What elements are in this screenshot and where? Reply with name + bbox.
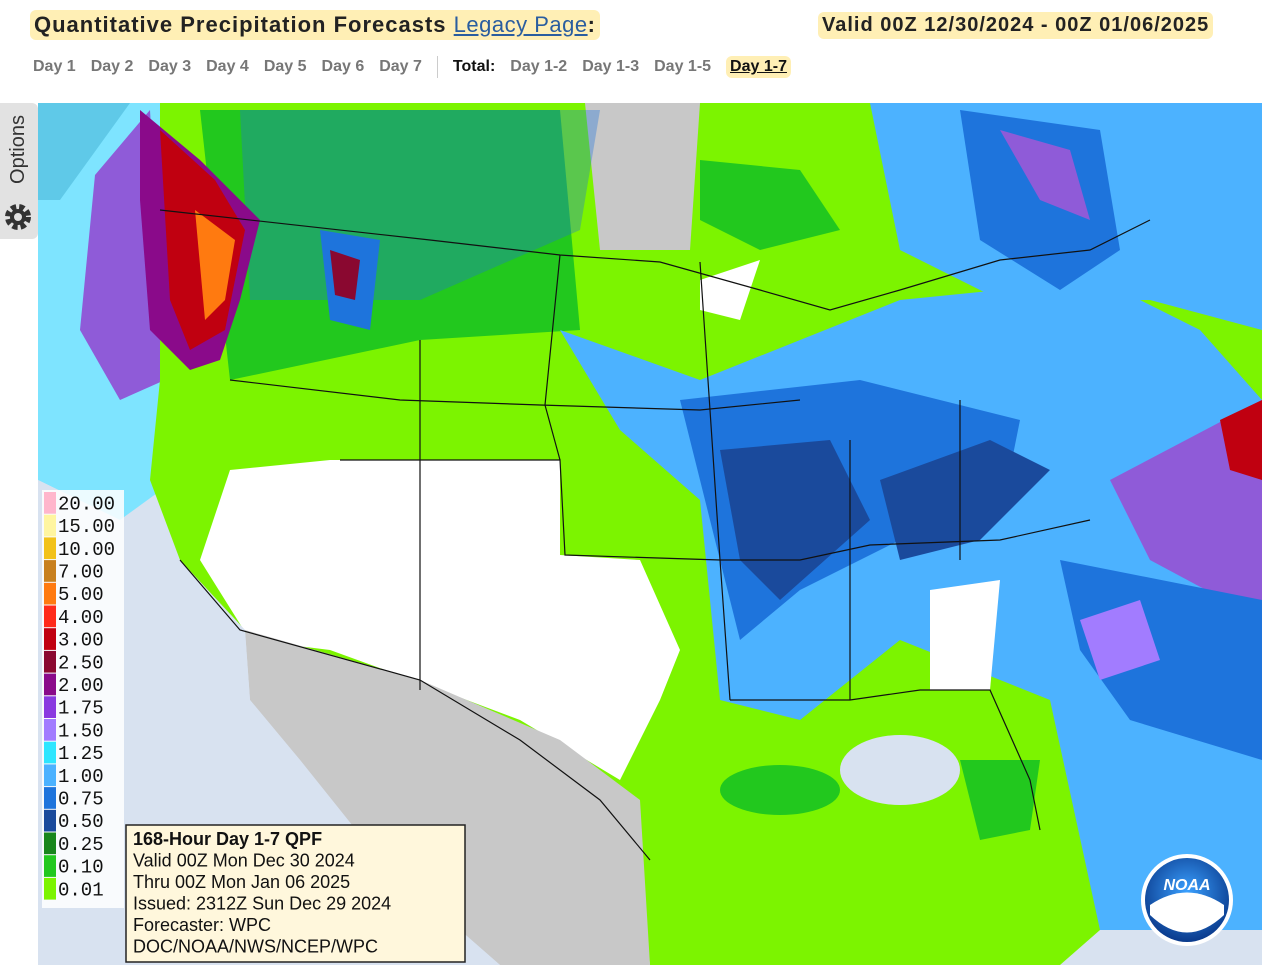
tab-separator <box>436 56 438 78</box>
tab-bar: Day 1 Day 2 Day 3 Day 4 Day 5 Day 6 Day 7 Total… <box>33 56 806 78</box>
colon: : <box>587 12 596 37</box>
day-tab[interactable]: Day 7 <box>379 58 422 75</box>
header: Quantitative Precipitation Forecasts Leg… <box>30 10 600 40</box>
gear-icon <box>5 204 31 230</box>
total-tab[interactable]: Day 1-5 <box>654 58 712 75</box>
total-tab[interactable]: Day 1-2 <box>510 58 568 75</box>
options-label: Options <box>7 115 29 184</box>
day-tab[interactable]: Day 2 <box>90 58 134 75</box>
options-tab[interactable]: Options <box>0 103 38 239</box>
total-label: Total: <box>452 58 496 75</box>
day-tab[interactable]: Day 5 <box>263 58 307 75</box>
total-tab[interactable]: Day 1-3 <box>582 58 640 75</box>
day-tab[interactable]: Day 6 <box>321 58 365 75</box>
valid-period: Valid 00Z 12/30/2024 - 00Z 01/06/2025 <box>818 12 1214 39</box>
day-tab[interactable]: Day 3 <box>148 58 192 75</box>
page-title: Quantitative Precipitation Forecasts <box>34 12 447 37</box>
day-tab[interactable]: Day 4 <box>206 58 249 75</box>
total-tab[interactable]: Day 1-7 <box>726 56 791 78</box>
legacy-link[interactable]: Legacy Page <box>453 12 588 37</box>
qpf-map <box>38 103 1262 965</box>
day-tab[interactable]: Day 1 <box>33 58 76 75</box>
